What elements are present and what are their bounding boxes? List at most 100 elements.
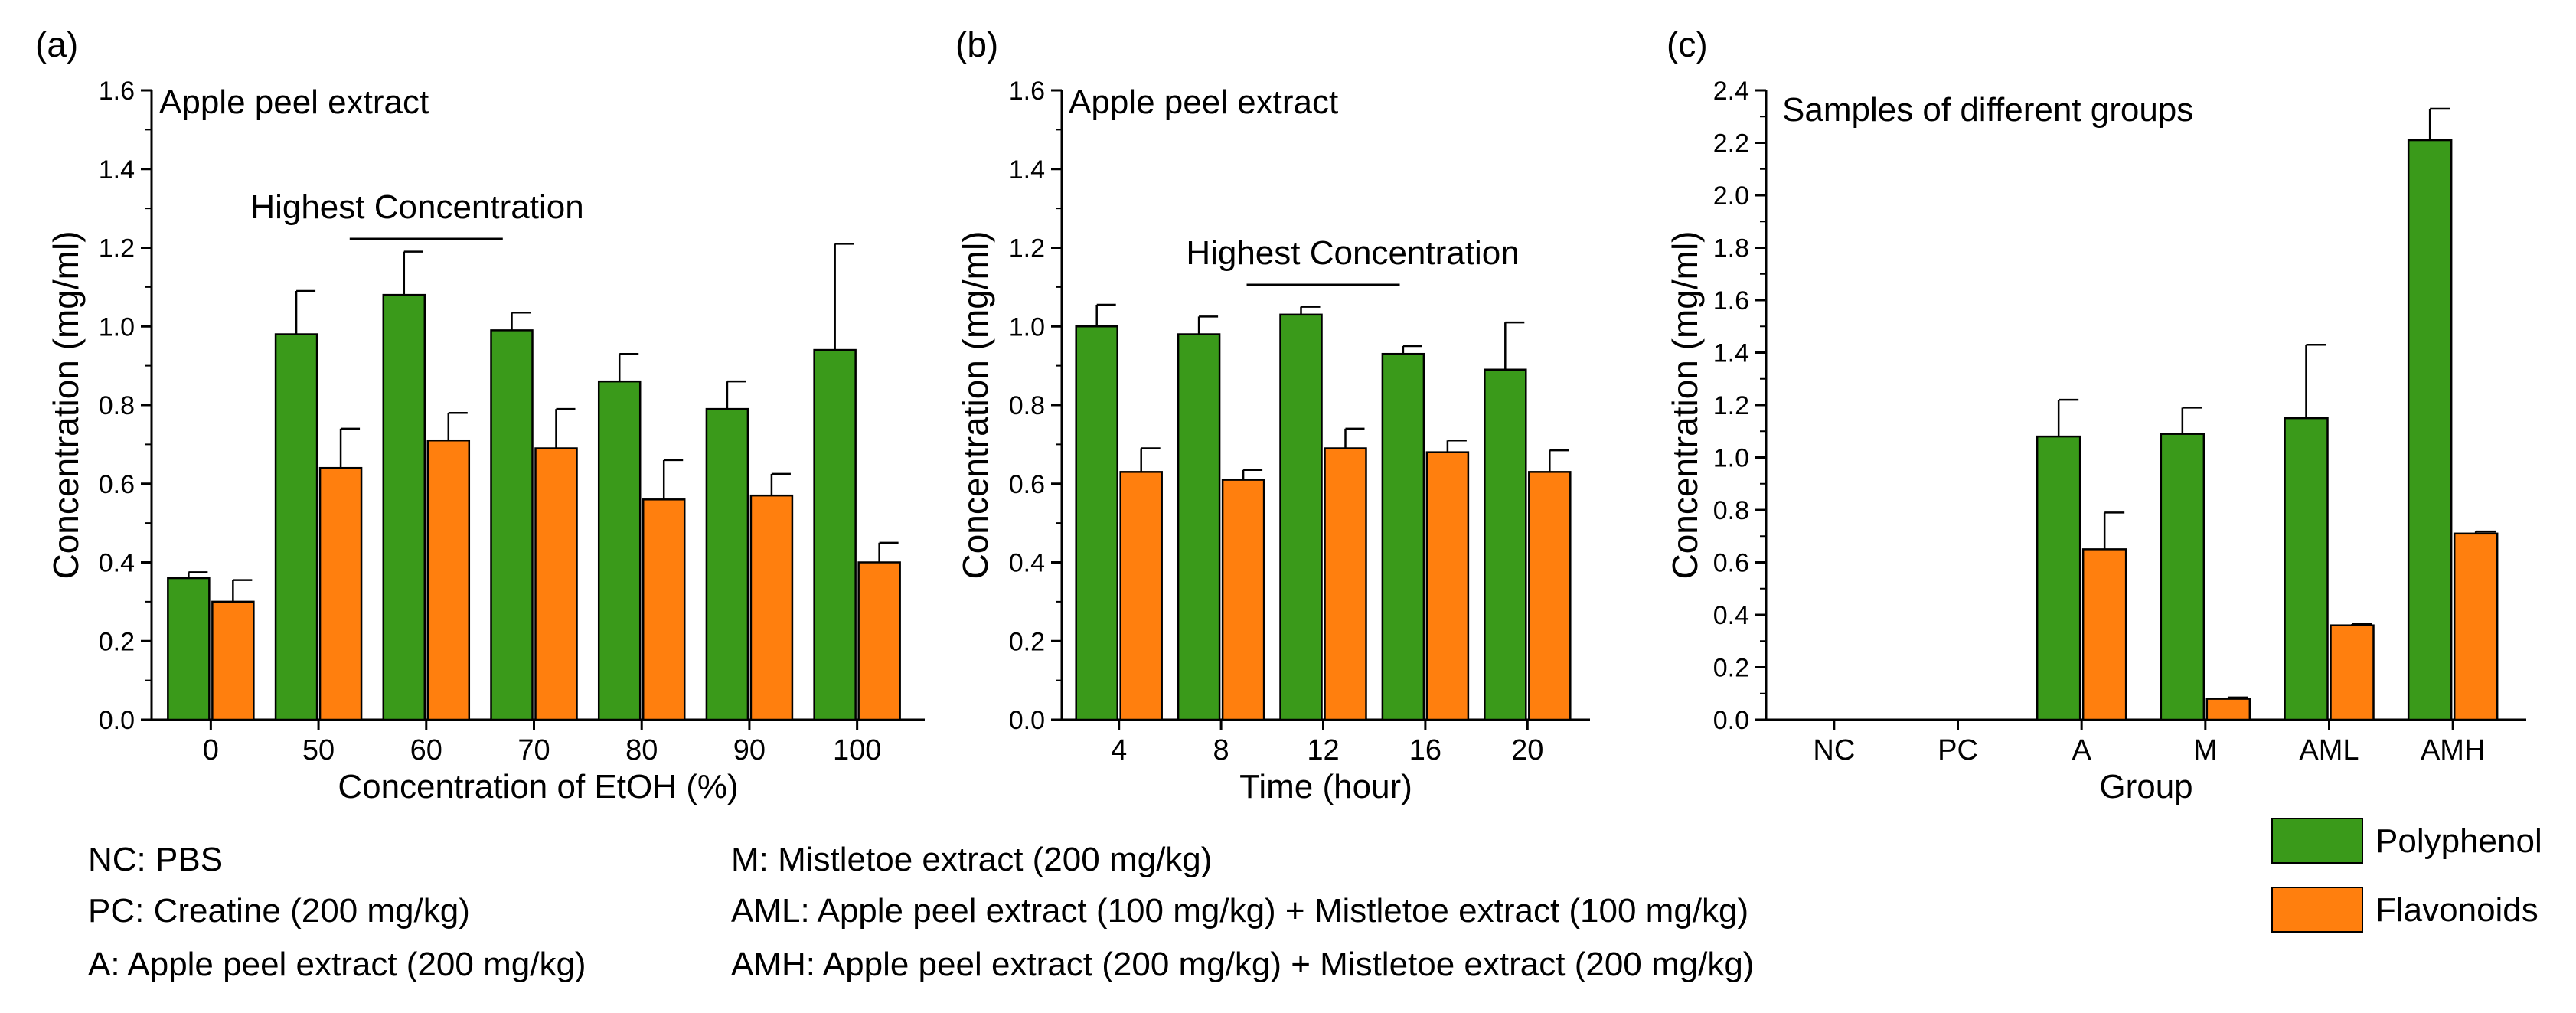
x-tick-label: 100: [833, 734, 881, 766]
bar-polyphenol: [1075, 325, 1118, 721]
note-a: A: Apple peel extract (200 mg/kg): [88, 946, 586, 983]
y-tick-label: 0.2: [1713, 654, 1749, 683]
x-tick-label: 0: [203, 734, 219, 766]
bar-polyphenol: [1279, 313, 1323, 721]
bar-flavonoids: [1528, 471, 1572, 721]
legend-swatch-flavonoids: [2271, 887, 2363, 933]
note-pc: PC: Creatine (200 mg/kg): [88, 892, 470, 930]
bar-flavonoids: [1324, 447, 1367, 721]
bar-polyphenol: [705, 407, 749, 721]
y-tick-label: 1.8: [1713, 234, 1749, 263]
y-tick-label: 1.6: [1713, 286, 1749, 315]
y-tick-label: 0.0: [1713, 706, 1749, 735]
legend-label-polyphenol: Polyphenol: [2375, 822, 2542, 860]
bar-flavonoids: [1221, 479, 1265, 721]
bar-polyphenol: [274, 333, 318, 721]
x-tick-label: 16: [1409, 734, 1441, 766]
y-tick-label: 2.2: [1713, 129, 1749, 158]
panel-a-chart: (a) 0.0 0.2 0.4 0.6 0.8 1.0 1.2 1.4 1.6 Concentrat…: [35, 25, 925, 805]
y-tick-label: 1.0: [1713, 444, 1749, 473]
x-tick-label: 50: [302, 734, 335, 766]
legend-label-flavonoids: Flavonoids: [2375, 891, 2538, 929]
y-tick-label: 0.4: [99, 549, 135, 578]
x-tick-label: NC: [1813, 734, 1855, 766]
x-axis-title: Group: [2099, 768, 2192, 805]
x-tick-label: 20: [1511, 734, 1543, 766]
bar-polyphenol: [1484, 368, 1527, 721]
y-tick-label: 1.6: [99, 77, 135, 106]
panel-inner-title: Apple peel extract: [1069, 83, 1338, 121]
bar-polyphenol: [813, 348, 857, 721]
note-m: M: Mistletoe extract (200 mg/kg): [731, 841, 1213, 878]
bar-flavonoids: [1119, 471, 1163, 721]
y-tick-label: 1.4: [1713, 339, 1749, 368]
y-tick-label: 0.0: [99, 706, 135, 735]
annotation-text: Highest Concentration: [1186, 234, 1519, 272]
y-axis-title: Concentration (mg/ml): [1665, 230, 1705, 579]
bar-flavonoids: [642, 498, 686, 721]
x-tick-label: PC: [1938, 734, 1978, 766]
x-tick-label: AMH: [2421, 734, 2485, 766]
annotation-text: Highest Concentration: [250, 188, 583, 226]
y-tick-label: 2.4: [1713, 77, 1749, 106]
bar-flavonoids: [857, 561, 901, 721]
y-axis-title: Concentration (mg/ml): [955, 230, 995, 579]
bar-flavonoids: [2081, 548, 2127, 721]
y-tick-label: 2.0: [1713, 181, 1749, 211]
y-tick-label: 0.8: [1713, 496, 1749, 525]
y-tick-label: 0.2: [99, 627, 135, 656]
y-tick-label: 1.2: [1713, 391, 1749, 420]
panel-c-chart: (c) 0.0 0.2 0.4 0.6 0.8 1.0 1.2 1.4 1.6 1.8 2.0 2.2 2…: [1665, 25, 2526, 805]
y-tick-label: 1.4: [1009, 155, 1045, 185]
bar-flavonoids: [211, 600, 255, 721]
x-axis-title: Time (hour): [1239, 768, 1412, 805]
x-tick-label: 60: [410, 734, 442, 766]
bar-polyphenol: [2036, 435, 2081, 721]
bar-polyphenol: [167, 577, 211, 721]
bar-flavonoids: [749, 494, 794, 721]
bar-flavonoids: [426, 439, 471, 721]
panel-inner-title: Apple peel extract: [159, 83, 429, 121]
panel-b-chart: (b) 0.0 0.2 0.4 0.6 0.8 1.0 1.2 1.4 1.6 Concentrat…: [955, 25, 1590, 805]
y-tick-label: 0.2: [1009, 627, 1045, 656]
x-tick-label: 70: [517, 734, 550, 766]
bar-polyphenol: [382, 293, 426, 721]
x-axis-title: Concentration of EtOH (%): [338, 768, 738, 805]
bar-polyphenol: [2284, 417, 2329, 721]
bar-polyphenol: [597, 380, 642, 721]
y-tick-label: 1.2: [1009, 234, 1045, 263]
y-tick-label: 1.0: [99, 312, 135, 341]
y-tick-label: 0.8: [99, 391, 135, 420]
bar-polyphenol: [1177, 333, 1221, 721]
y-tick-label: 0.6: [1009, 470, 1045, 499]
panel-inner-title: Samples of different groups: [1782, 91, 2193, 129]
bar-flavonoids: [534, 447, 578, 721]
x-tick-label: 12: [1307, 734, 1339, 766]
note-nc: NC: PBS: [88, 841, 224, 878]
y-tick-label: 1.6: [1009, 77, 1045, 106]
y-tick-label: 1.4: [99, 155, 135, 185]
y-tick-label: 0.6: [1713, 549, 1749, 578]
y-tick-label: 0.4: [1713, 601, 1749, 630]
bar-flavonoids: [2453, 532, 2499, 721]
note-aml: AML: Apple peel extract (100 mg/kg) + Mi…: [731, 892, 1749, 930]
y-axis-title: Concentration (mg/ml): [46, 230, 86, 579]
panel-label: (b): [955, 25, 998, 64]
x-tick-label: A: [2072, 734, 2091, 766]
x-tick-label: M: [2193, 734, 2218, 766]
y-tick-label: 0.0: [1009, 706, 1045, 735]
x-tick-label: 8: [1213, 734, 1229, 766]
x-tick-label: AML: [2299, 734, 2359, 766]
bar-flavonoids: [2330, 624, 2375, 721]
y-tick-label: 0.6: [99, 470, 135, 499]
bar-polyphenol: [2407, 139, 2453, 721]
y-tick-label: 0.4: [1009, 549, 1045, 578]
panel-label: (a): [35, 25, 78, 64]
bar-polyphenol: [2160, 433, 2205, 721]
bar-flavonoids: [2205, 698, 2251, 721]
y-tick-label: 1.0: [1009, 312, 1045, 341]
x-tick-label: 90: [733, 734, 766, 766]
note-amh: AMH: Apple peel extract (200 mg/kg) + Mi…: [731, 946, 1755, 983]
legend-swatch-polyphenol: [2271, 818, 2363, 864]
